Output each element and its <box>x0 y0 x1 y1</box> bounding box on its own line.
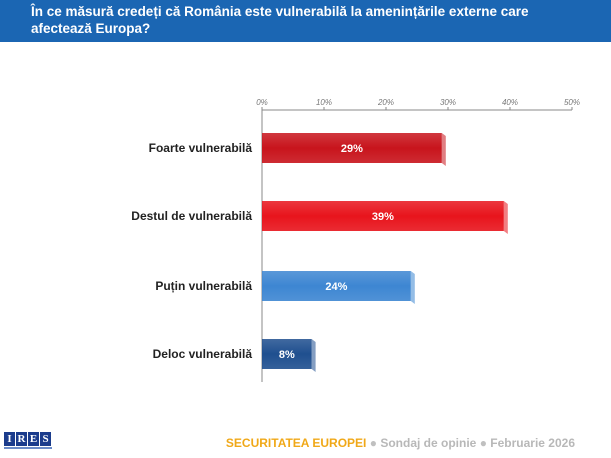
bar-side <box>441 133 446 166</box>
bar <box>262 133 442 163</box>
separator-dot: ● <box>479 436 487 450</box>
logo-letter: S <box>40 432 51 446</box>
category-label: Puțin vulnerabilă <box>155 279 252 293</box>
category-label: Deloc vulnerabilă <box>153 347 253 361</box>
category-label: Foarte vulnerabilă <box>149 141 253 155</box>
data-label: 29% <box>341 143 363 155</box>
logo-letter: R <box>16 432 27 446</box>
bar-side <box>410 271 415 304</box>
title-line-2: afectează Europa? <box>31 21 151 36</box>
bar-side <box>311 339 316 372</box>
data-label: 39% <box>372 211 394 223</box>
data-label: 8% <box>279 349 295 361</box>
survey-type: Sondaj de opinie <box>380 436 477 450</box>
x-tick-label: 30% <box>440 98 456 107</box>
category-label: Destul de vulnerabilă <box>131 209 252 223</box>
title-line-1: În ce măsură credeți că România este vul… <box>31 4 529 19</box>
data-label: 24% <box>325 281 347 293</box>
survey-title: SECURITATEA EUROPEI <box>225 436 367 450</box>
bar-side <box>503 201 508 234</box>
bar <box>262 271 411 301</box>
footer-caption: SECURITATEA EUROPEI ● Sondaj de opinie ●… <box>226 436 575 450</box>
logo-letter: I <box>4 432 15 446</box>
header-banner: În ce măsură credeți că România este vul… <box>0 0 611 42</box>
separator-dot: ● <box>369 436 377 450</box>
logo-letter: E <box>28 432 39 446</box>
x-tick-label: 10% <box>316 98 332 107</box>
x-tick-label: 20% <box>377 98 394 107</box>
x-tick-label: 50% <box>564 98 580 107</box>
bar <box>262 201 504 231</box>
page-title: În ce măsură credeți că România este vul… <box>31 3 591 37</box>
x-tick-label: 40% <box>502 98 518 107</box>
bar <box>262 339 312 369</box>
x-tick-label: 0% <box>256 98 268 107</box>
survey-date: Februarie 2026 <box>490 436 575 450</box>
